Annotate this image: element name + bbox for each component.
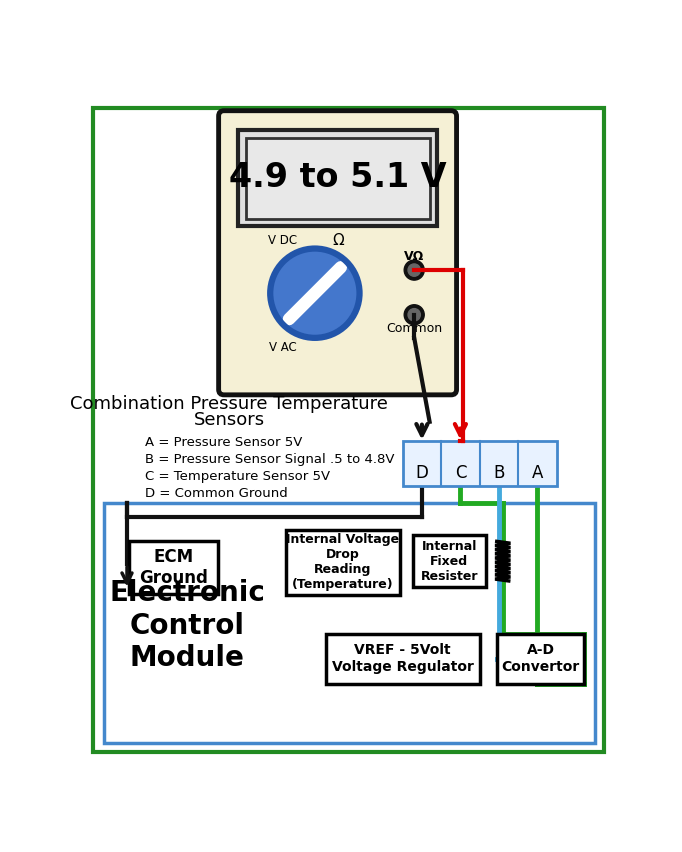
- Text: Combination Pressure Temperature: Combination Pressure Temperature: [70, 395, 388, 413]
- Text: ECM
Ground: ECM Ground: [139, 548, 208, 587]
- Circle shape: [408, 264, 420, 276]
- Text: C: C: [455, 464, 466, 482]
- Text: Ω: Ω: [332, 233, 344, 248]
- Text: V DC: V DC: [268, 234, 297, 247]
- Bar: [286, 530, 400, 595]
- Text: A-D
Convertor: A-D Convertor: [502, 643, 580, 674]
- Bar: [326, 634, 479, 683]
- Text: VΩ: VΩ: [404, 250, 424, 262]
- Text: Internal Voltage
Drop
Reading
(Temperature): Internal Voltage Drop Reading (Temperatu…: [286, 533, 399, 591]
- Bar: [413, 535, 486, 587]
- Text: D = Common Ground: D = Common Ground: [145, 486, 287, 500]
- Circle shape: [404, 305, 424, 325]
- Text: A: A: [532, 464, 543, 482]
- Bar: [130, 541, 218, 594]
- Text: VREF - 5Volt
Voltage Regulator: VREF - 5Volt Voltage Regulator: [331, 643, 473, 674]
- Bar: [104, 503, 595, 743]
- Text: D: D: [415, 464, 428, 482]
- Text: Sensors: Sensors: [194, 412, 265, 429]
- Circle shape: [270, 249, 359, 338]
- Bar: [402, 441, 557, 486]
- Text: Internal
Fixed
Resister: Internal Fixed Resister: [421, 539, 478, 583]
- Text: 4.9 to 5.1 V: 4.9 to 5.1 V: [228, 161, 447, 194]
- Text: B = Pressure Sensor Signal .5 to 4.8V: B = Pressure Sensor Signal .5 to 4.8V: [145, 453, 394, 466]
- Text: C = Temperature Sensor 5V: C = Temperature Sensor 5V: [145, 470, 330, 483]
- Bar: [246, 138, 430, 218]
- Text: B: B: [493, 464, 505, 482]
- Text: V AC: V AC: [269, 341, 297, 354]
- Text: Electronic
Control
Module: Electronic Control Module: [109, 579, 265, 672]
- Circle shape: [408, 308, 420, 321]
- FancyBboxPatch shape: [219, 111, 456, 394]
- Bar: [497, 634, 584, 683]
- Circle shape: [404, 260, 424, 280]
- Text: A = Pressure Sensor 5V: A = Pressure Sensor 5V: [145, 436, 302, 449]
- Bar: [238, 130, 437, 227]
- Text: Common: Common: [386, 322, 442, 335]
